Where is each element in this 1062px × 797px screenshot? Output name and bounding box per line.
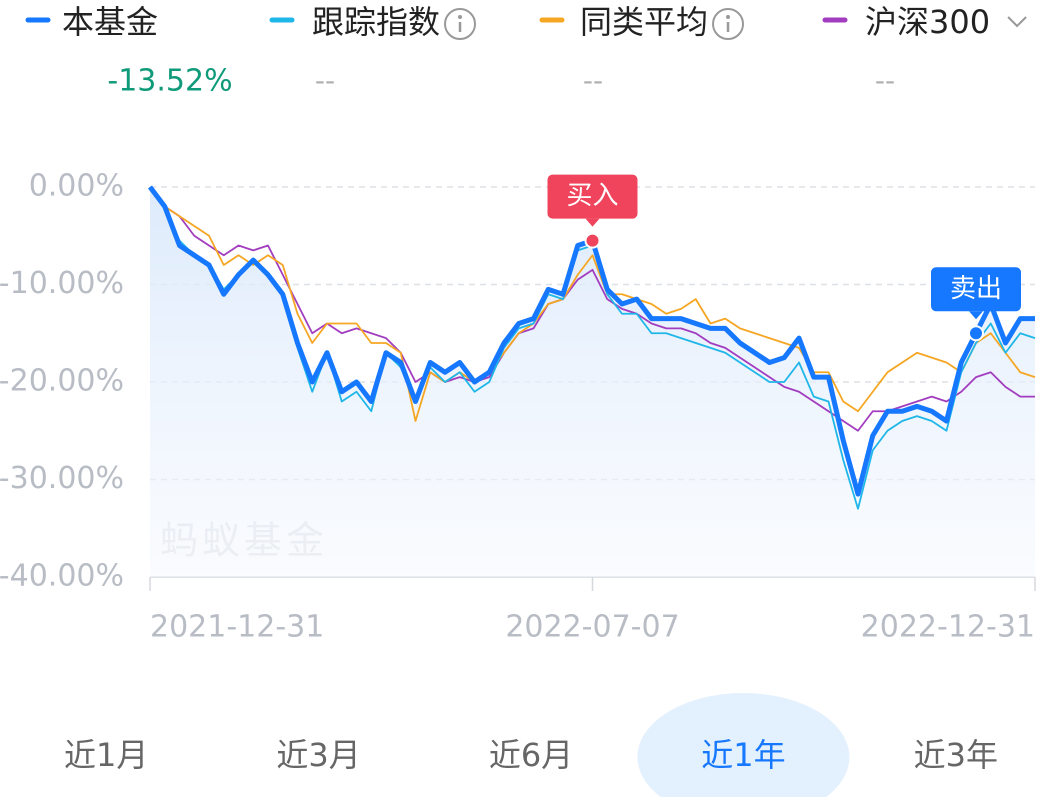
info-icon — [444, 8, 477, 40]
legend-label: 同类平均 — [580, 3, 708, 41]
info-circle — [444, 8, 477, 40]
area — [150, 187, 1035, 577]
y-tick-label: -30.00% — [0, 461, 124, 496]
annotation-label: 卖出 — [950, 274, 1002, 304]
x-tick-label: 2022-12-31 — [861, 610, 1035, 645]
legend-label: 沪深300 — [865, 3, 990, 41]
annotation-label: 买入 — [566, 181, 618, 211]
annotation-pointer — [969, 311, 983, 320]
x-tick-label: 2021-12-31 — [150, 610, 324, 645]
annotation-pointer — [585, 218, 600, 227]
y-tick-label: 0.00% — [29, 169, 124, 204]
annotation-point — [584, 232, 601, 249]
tab[interactable]: 近1月 — [64, 736, 148, 774]
info-icon — [712, 8, 745, 40]
tab[interactable]: 近6月 — [489, 736, 573, 774]
y-tick-label: -10.00% — [0, 266, 124, 301]
y-tick-label: -40.00% — [0, 559, 124, 594]
legend-value: -- — [315, 64, 335, 97]
info-circle — [712, 8, 745, 40]
legend-label: 本基金 — [62, 3, 158, 41]
tab[interactable]: 近1年 — [701, 736, 785, 774]
tab[interactable]: 近3月 — [276, 736, 360, 774]
x-tick-label: 2022-07-07 — [505, 610, 679, 645]
annotation-box — [931, 267, 1021, 312]
legend-value: -- — [583, 64, 603, 97]
legend-chevron — [1007, 16, 1027, 28]
info-dot — [726, 15, 731, 19]
annotation-point — [968, 325, 984, 342]
series-line — [149, 186, 1036, 422]
tab[interactable]: 近3年 — [914, 736, 998, 774]
info-dot — [458, 15, 463, 19]
legend-value: -- — [875, 64, 895, 97]
legend-value: -13.52% — [107, 64, 232, 99]
tab-highlight — [637, 693, 850, 797]
legend-label: 跟踪指数 — [312, 3, 440, 41]
annotation-box — [547, 174, 638, 219]
y-tick-label: -20.00% — [0, 364, 124, 399]
